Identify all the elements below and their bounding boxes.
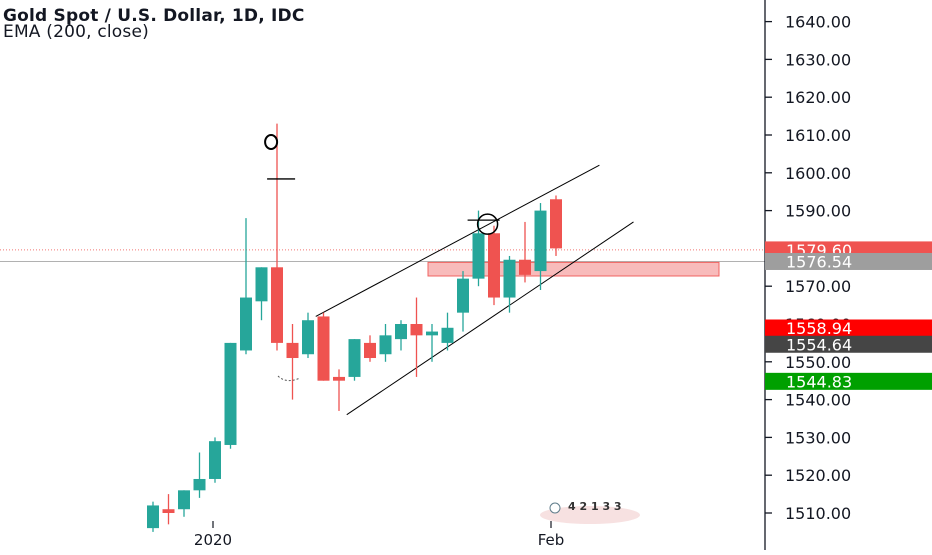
candle-body [550,199,562,249]
symbol-title: Gold Spot / U.S. Dollar, 1D, IDC [3,6,305,26]
candle-body [209,441,221,479]
candle-up [426,324,438,362]
channel-lower-line [346,221,634,416]
price-label-text: 1576.54 [786,252,852,271]
candle-body [147,505,159,529]
candle-body [255,267,268,302]
watermark-text: 4 2 1 3 3 [568,500,622,513]
candle-up [395,320,407,351]
candle-down [317,312,330,381]
watermark-icon [540,506,640,524]
channel-upper-line [315,164,600,317]
price-axis-label: 1610.00 [785,126,851,145]
price-label-box: 1544.83 [765,372,932,391]
hand-drawn-circle [264,134,279,150]
candle-up [457,271,469,332]
price-label-box: 1558.94 [765,319,932,338]
candle-up [441,312,454,351]
price-axis-label: 1520.00 [785,466,851,485]
price-axis-label: 1510.00 [785,504,851,523]
candle-up [255,267,268,321]
candle-down [271,123,283,351]
candle-down [162,494,175,525]
candle-down [364,335,376,362]
candle-up [472,210,485,287]
candle-up [348,339,361,381]
supply-zone [427,261,720,277]
indicator-legend: EMA (200, close) [3,22,149,42]
price-axis-label: 1590.00 [785,202,851,221]
price-axis-label: 1550.00 [785,353,851,372]
candle-body [472,233,485,279]
price-axis-label: 1620.00 [785,88,851,107]
price-label-text: 1558.94 [786,319,852,338]
candle-body [364,342,376,359]
price-axis-label: 1630.00 [785,50,851,69]
candle-body [410,324,423,336]
price-label-bg [765,319,932,337]
candle-body [348,339,361,377]
candle-body [457,278,469,313]
price-label-bg [765,372,932,390]
price-label-bg [765,335,932,353]
price-axis-label: 1530.00 [785,428,851,447]
candle-down [519,221,531,283]
price-axis-label: 1600.00 [785,164,851,183]
candle-body [271,267,283,343]
price-label-text: 1554.64 [786,335,852,354]
candle-up [534,203,547,290]
candle-body [317,316,330,381]
price-label-box: 1554.64 [765,335,932,354]
price-label-box: 1576.54 [765,252,932,271]
time-axis-label: 2020 [194,531,232,549]
price-axis-label: 1640.00 [785,13,851,32]
candle-down [410,297,423,377]
candle-body [224,342,237,445]
price-axis-label: 1570.00 [785,277,851,296]
candle-body [178,490,190,510]
candle-body [240,297,252,351]
time-axis-label: Feb [538,531,565,549]
candle-down [286,324,299,400]
candle-body [503,259,516,298]
candle-body [534,210,547,272]
price-label-bg [765,252,932,270]
price-label-text: 1544.83 [786,372,852,391]
candle-body [193,478,206,491]
candle-body [426,331,438,336]
ema-dash-mark [277,375,301,382]
candle-up [178,490,190,517]
candle-body [395,324,407,340]
candle-down [488,225,500,306]
watermark-icon [549,502,561,514]
candle-body [286,342,299,359]
price-axis-label: 1540.00 [785,391,851,410]
candle-body [488,233,500,298]
candle-body [302,320,314,355]
candle-down [333,369,345,411]
candle-down [550,195,562,256]
candle-body [519,259,531,275]
candle-body [441,327,454,343]
candle-up [147,501,159,532]
candle-up [503,255,516,313]
candle-up [379,324,392,362]
hand-drawn-circle [476,213,499,235]
candle-body [162,509,175,513]
candle-up [240,218,252,355]
candle-body [379,335,392,355]
candle-up [193,452,206,498]
candle-up [209,437,221,483]
candle-up [302,312,314,359]
candle-body [333,376,345,381]
candle-up [224,342,237,449]
